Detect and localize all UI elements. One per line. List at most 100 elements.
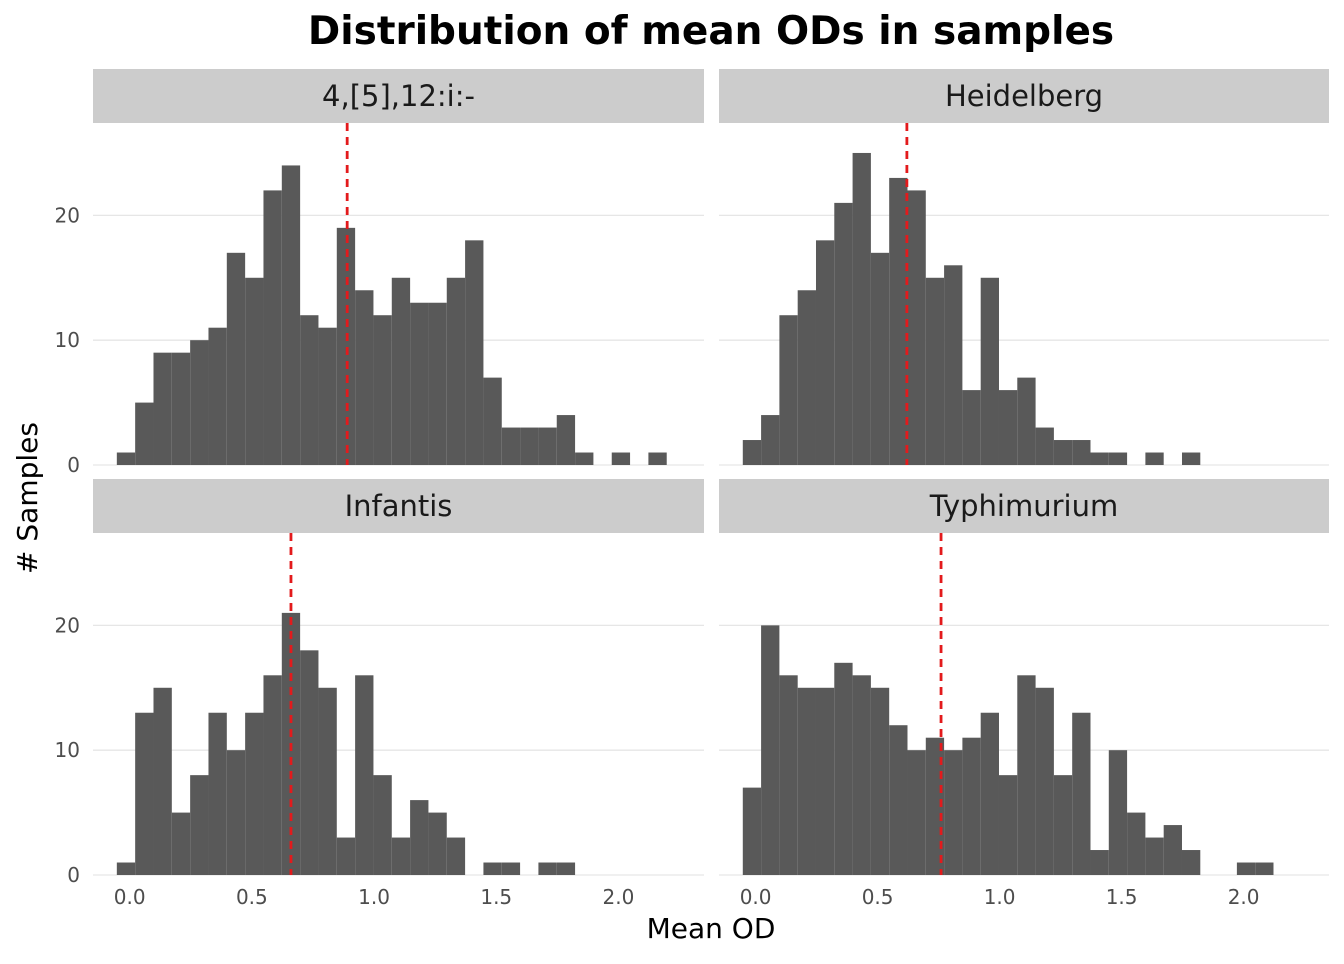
facet-panels: 4,[5],12:i:- 0 10 20 Heidelberg Infantis 0 10 20… <box>55 69 1329 909</box>
facet-panel-1: 4,[5],12:i:- 0 10 20 <box>55 69 704 477</box>
histogram-bar <box>520 427 539 465</box>
histogram-bar <box>318 327 337 465</box>
histogram-bar <box>135 402 154 465</box>
histogram-bar <box>648 452 667 465</box>
histogram-bar <box>483 862 502 875</box>
histogram-bar <box>742 440 762 465</box>
histogram-bar <box>1108 452 1128 465</box>
x-axis-label: Mean OD <box>647 912 776 945</box>
histogram-bar <box>373 775 392 875</box>
histogram-bar <box>797 687 816 875</box>
x-tick-label: 1.0 <box>984 885 1016 909</box>
histogram-bar <box>779 675 798 875</box>
histogram-bar <box>852 152 871 465</box>
histogram-bar <box>1181 452 1201 465</box>
facet-strip <box>93 479 704 533</box>
histogram-bar <box>318 687 337 875</box>
x-tick-label: 1.0 <box>358 885 390 909</box>
histogram-bar <box>998 390 1018 465</box>
facet-strip <box>719 479 1329 533</box>
histogram-bar <box>925 277 945 465</box>
histogram-bar <box>501 427 521 465</box>
histogram-bar <box>815 687 835 875</box>
x-tick-label: 0.5 <box>236 885 268 909</box>
y-tick-label: 0 <box>67 863 80 887</box>
x-tick-label: 1.5 <box>480 885 512 909</box>
histogram-bar <box>208 712 227 875</box>
y-tick-label: 10 <box>55 738 80 762</box>
histogram-bar <box>465 240 484 465</box>
facet-strip <box>93 69 704 123</box>
histogram-bar <box>300 315 319 465</box>
histogram-bar <box>116 452 136 465</box>
histogram-bar <box>245 712 264 875</box>
facet-strip-label: Heidelberg <box>945 79 1103 113</box>
histogram-bar <box>410 302 429 465</box>
histogram-bar <box>611 452 631 465</box>
x-tick-label: 0.0 <box>114 885 146 909</box>
histogram-bar <box>980 277 999 465</box>
histogram-bar <box>1145 837 1164 875</box>
histogram-bar <box>1017 675 1036 875</box>
histogram-bar <box>428 302 447 465</box>
histogram-bar <box>742 787 762 875</box>
histogram-bar <box>538 427 557 465</box>
histogram-bar <box>446 277 466 465</box>
histogram-bar <box>1072 712 1091 875</box>
histogram-bar <box>245 277 264 465</box>
facet-panel-2: Heidelberg <box>719 69 1329 466</box>
histogram-bar <box>761 625 780 875</box>
histogram-bar <box>834 662 853 875</box>
histogram-bar <box>355 675 374 875</box>
y-tick-label: 0 <box>67 453 80 477</box>
histogram-bar <box>944 750 963 875</box>
histogram-bar <box>998 775 1018 875</box>
histogram-bar <box>852 675 871 875</box>
histogram-bar <box>1163 825 1182 875</box>
histogram-bar <box>815 240 835 465</box>
histogram-bar <box>336 227 356 465</box>
histogram-bar <box>135 712 154 875</box>
facet-strip-label: Typhimurium <box>929 489 1118 523</box>
histogram-bar <box>208 327 227 465</box>
histogram-bar <box>391 837 411 875</box>
histogram-bar <box>575 452 594 465</box>
histogram-bar <box>190 775 209 875</box>
histogram-bar <box>153 352 172 465</box>
histogram-bar <box>171 352 191 465</box>
y-tick-label: 20 <box>55 203 80 227</box>
histogram-bar <box>889 177 908 465</box>
y-tick-label: 10 <box>55 328 80 352</box>
histogram-bar <box>263 190 282 465</box>
histogram-bar <box>226 252 246 465</box>
histogram-bar <box>391 277 411 465</box>
histogram-bar <box>1127 812 1146 875</box>
histogram-bar <box>190 340 209 465</box>
x-tick-label: 2.0 <box>603 885 635 909</box>
histogram-bar <box>1072 440 1091 465</box>
histogram-bar <box>1255 862 1274 875</box>
histogram-bar <box>761 415 780 465</box>
histogram-bar <box>907 190 926 465</box>
histogram-bar <box>870 252 890 465</box>
x-tick-label: 1.5 <box>1106 885 1138 909</box>
histogram-bar <box>501 862 521 875</box>
y-axis-label: # Samples <box>11 422 44 574</box>
histogram-bar <box>1236 862 1256 875</box>
histogram-bar <box>410 800 429 875</box>
histogram-bar <box>779 315 798 465</box>
histogram-bar <box>226 750 246 875</box>
histogram-bar <box>870 687 890 875</box>
x-tick-label: 0.5 <box>862 885 894 909</box>
histogram-bar <box>336 837 356 875</box>
facet-strip <box>719 69 1329 123</box>
histogram-bar <box>1090 452 1109 465</box>
x-tick-label: 0.0 <box>740 885 772 909</box>
x-tick-label: 2.0 <box>1228 885 1260 909</box>
histogram-bar <box>263 675 282 875</box>
histogram-bar <box>1090 850 1109 875</box>
histogram-bar <box>944 265 963 465</box>
histogram-bar <box>116 862 136 875</box>
